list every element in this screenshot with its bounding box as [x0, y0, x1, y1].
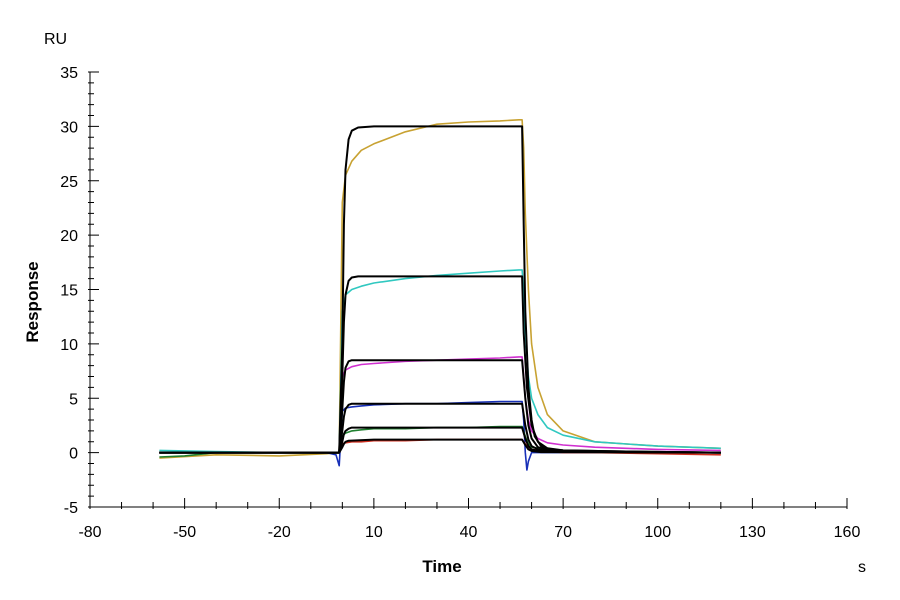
x-tick-label: 70 — [554, 524, 572, 541]
x-tick-label: 40 — [460, 524, 478, 541]
y-unit-label: RU — [44, 31, 67, 48]
y-tick-label: 30 — [60, 119, 78, 136]
x-ticks: -80 -50 -20 10 40 70 100 130 160 — [78, 498, 860, 541]
y-tick-label: 0 — [69, 446, 78, 463]
y-tick-label: -5 — [64, 500, 78, 517]
x-tick-label: 10 — [365, 524, 383, 541]
fit-curve-11 — [159, 438, 721, 454]
y-tick-label: 25 — [60, 174, 78, 191]
fit-curve-8 — [159, 359, 721, 454]
y-axis-title: Response — [23, 261, 42, 342]
y-tick-label: 5 — [69, 391, 78, 408]
x-tick-label: 130 — [739, 524, 766, 541]
y-tick-label: 20 — [60, 228, 78, 245]
x-tick-label: 100 — [644, 524, 671, 541]
y-tick-label: 35 — [60, 65, 78, 82]
y-tick-label: 10 — [60, 337, 78, 354]
x-tick-label: -50 — [173, 524, 196, 541]
x-tick-label: -20 — [268, 524, 291, 541]
fit-curve-10 — [159, 426, 721, 454]
y-ticks: -5 0 5 10 15 20 25 30 35 — [60, 65, 99, 517]
x-axis-title: Time — [422, 557, 461, 576]
y-tick-label: 15 — [60, 283, 78, 300]
fit-curve-7 — [159, 275, 721, 454]
x-unit-label: s — [858, 559, 866, 576]
x-tick-label: 160 — [834, 524, 861, 541]
measured-curve-3 — [159, 400, 721, 471]
x-tick-label: -80 — [78, 524, 101, 541]
series-layer — [159, 119, 721, 471]
fit-curve-9 — [159, 402, 721, 454]
